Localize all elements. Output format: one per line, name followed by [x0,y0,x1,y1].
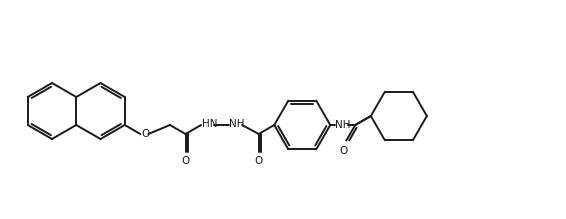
Text: O: O [339,146,348,155]
Text: NH: NH [335,120,351,130]
Text: O: O [255,156,263,166]
Text: HN: HN [202,119,217,129]
Text: O: O [181,156,190,166]
Text: O: O [142,129,149,139]
Text: NH: NH [229,119,245,129]
